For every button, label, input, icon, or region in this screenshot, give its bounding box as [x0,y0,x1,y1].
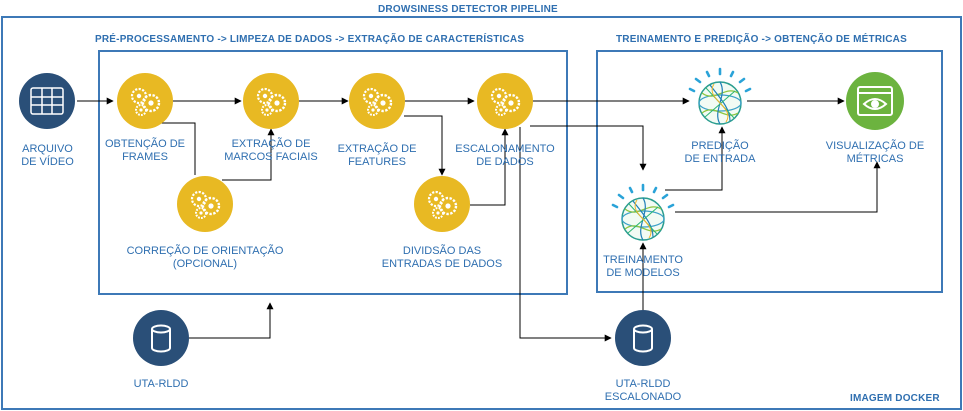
uta-rldd-scaled-label: UTA-RLDD ESCALONADO [604,378,682,403]
edge-train-metrics [675,161,881,213]
features-label: EXTRAÇÃO DE FEATURES [337,143,417,168]
frames-node [117,73,173,129]
edge-split-scaling [470,128,509,206]
frames-label: OBTENÇÃO DE FRAMES [104,138,186,163]
video-file-node [19,73,75,129]
training-label: TREINAMENTO DE MODELOS [603,254,683,279]
prediction-label: PREDIÇÃO DE ENTRADA [684,140,756,165]
split-label: DIVIDSÃO DAS ENTRADAS DE DADOS [381,245,503,270]
uta-rldd-scaled-node [615,310,671,366]
pipeline-title: DROWSINESS DETECTOR PIPELINE [378,4,558,15]
docker-image-frame [1,16,962,410]
preprocessing-frame [98,50,568,295]
network-sphere-icon [698,81,742,125]
landmarks-label: EXTRAÇÃO DE MARCOS FACIAIS [224,138,318,163]
training-title: TREINAMENTO E PREDIÇÃO -> OBTENÇÃO DE MÉ… [616,34,907,45]
edge-features-split [404,115,446,176]
training-node [611,183,675,241]
video-grid-icon [30,87,64,115]
prediction-node [688,67,752,125]
preprocessing-title: PRÉ-PROCESSAMENTO -> LIMPEZA DE DADOS ->… [95,34,525,45]
docker-label: IMAGEM DOCKER [850,393,940,404]
metrics-node [846,72,904,130]
orientation-node [177,176,233,232]
eye-window-icon [857,86,893,116]
metrics-label: VISUALIZAÇÃO DE MÉTRICAS [825,140,925,165]
split-node [414,176,470,232]
features-node [349,73,405,129]
scaling-node [477,73,533,129]
edge-uta-landmarks [189,302,274,339]
edge-scaling-utascaled [519,127,612,342]
scaling-label: ESCALONAMENTO DE DADOS [455,143,555,168]
uta-rldd-node [133,310,189,366]
uta-rldd-label: UTA-RLDD [133,378,189,390]
orientation-label: CORREÇÃO DE ORIENTAÇÃO (OPCIONAL) [126,245,284,270]
landmarks-node [243,73,299,129]
video-label: ARQUIVO DE VÍDEO [21,143,74,168]
edge-train-predict [665,126,726,191]
edge-orientation-landmarks [222,128,275,181]
training-frame [596,50,943,293]
edge-scaling-train [530,125,647,171]
network-sphere-icon [621,197,665,241]
